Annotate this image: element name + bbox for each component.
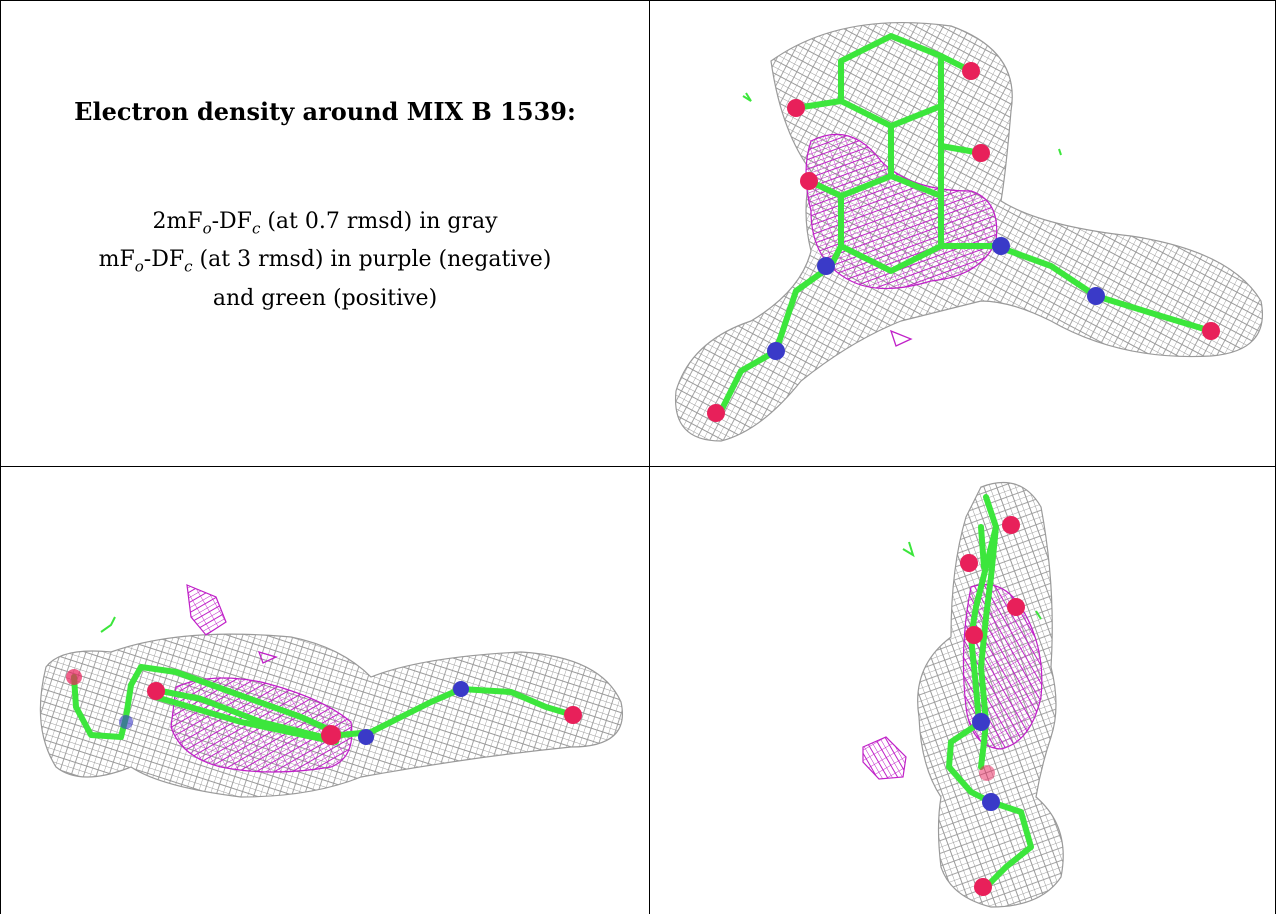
green-marks xyxy=(100,616,116,633)
border-middle-horizontal xyxy=(0,466,1276,467)
density-image-bottom-left xyxy=(39,584,623,798)
density-image-bottom-right xyxy=(862,481,1064,908)
caption-description: 2mFo-DFc (at 0.7 rmsd) in gray mFo-DFc (… xyxy=(0,206,650,314)
caption-line-3: and green (positive) xyxy=(212,285,438,311)
border-left xyxy=(0,0,1,914)
ligand-atoms xyxy=(960,516,1025,896)
ligand-bonds xyxy=(71,664,576,745)
caption-title: Electron density around MIX B 1539: xyxy=(74,97,576,126)
ligand-atoms xyxy=(66,669,582,745)
green-marks xyxy=(742,92,1062,156)
density-image-top-right xyxy=(674,21,1263,442)
border-top xyxy=(0,0,1276,1)
caption-cell: Electron density around MIX B 1539: 2mFo… xyxy=(0,0,650,466)
density-view-bottom-right xyxy=(651,467,1275,914)
caption-line-1: 2mFo-DFc (at 0.7 rmsd) in gray xyxy=(152,209,498,238)
density-view-top-right xyxy=(651,1,1275,465)
density-view-bottom-left xyxy=(1,467,649,914)
green-marks xyxy=(902,541,1042,620)
border-middle-vertical xyxy=(649,0,650,914)
caption-line-2: mFo-DFc (at 3 rmsd) in purple (negative) xyxy=(98,247,552,276)
ligand-atoms xyxy=(707,62,1220,422)
